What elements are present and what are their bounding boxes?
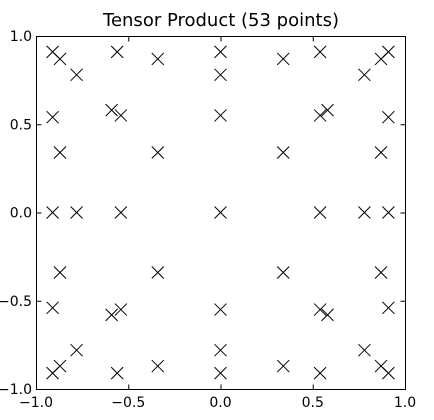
data-point [114,303,128,316]
data-point [382,206,395,219]
data-point [374,146,388,159]
data-point [276,359,290,373]
data-point [276,146,290,159]
data-point [358,68,371,82]
data-point [151,359,165,373]
x-tick-label: −0.5 [111,395,145,411]
data-point [276,266,290,279]
data-markers [46,45,395,380]
data-point [313,109,327,122]
data-point [214,366,227,380]
y-tick-label: −1.0 [0,382,32,398]
x-tick-label: 0.0 [209,395,231,411]
y-tick-label: 0.5 [10,117,32,133]
data-point [214,109,227,122]
data-point [110,45,124,59]
data-point [151,52,165,66]
data-point [313,206,327,219]
x-tick-label: −1.0 [19,395,53,411]
data-point [382,366,395,380]
data-point [382,110,395,124]
data-point [374,266,388,279]
data-point [53,359,67,373]
data-point [151,146,165,159]
data-point [114,206,128,219]
data-point [214,45,227,59]
x-tick-label: 1.0 [394,395,416,411]
data-point [70,343,83,357]
data-point [214,206,227,219]
data-point [382,45,395,59]
y-tick-label: 0.0 [10,206,32,222]
data-point [214,343,227,357]
data-point [114,109,128,122]
y-tick-label: 1.0 [10,29,32,45]
data-point [276,52,290,66]
data-point [105,103,118,117]
data-point [105,308,118,322]
data-point [313,303,327,316]
x-tick-label: 0.5 [302,395,324,411]
data-point [151,266,165,279]
data-point [358,206,371,219]
data-point [382,301,395,315]
data-point [110,366,124,380]
data-point [358,343,371,357]
data-point [46,301,59,315]
data-point [53,266,67,279]
data-point [70,206,83,219]
data-point [53,146,67,159]
data-point [321,103,334,117]
data-point [70,68,83,82]
data-point [53,52,67,66]
data-point [46,110,59,124]
axis-ticks: −1.0 −0.5 0.0 0.5 1.0 −1.0 −0.5 0.0 0.5 1.0 [0,29,416,411]
data-point [321,308,334,322]
data-point [313,366,327,380]
data-point [214,303,227,316]
data-point [313,45,327,59]
y-tick-label: −0.5 [0,294,32,310]
data-point [214,68,227,82]
data-point [46,206,59,219]
chart-title: Tensor Product (53 points) [102,10,339,31]
